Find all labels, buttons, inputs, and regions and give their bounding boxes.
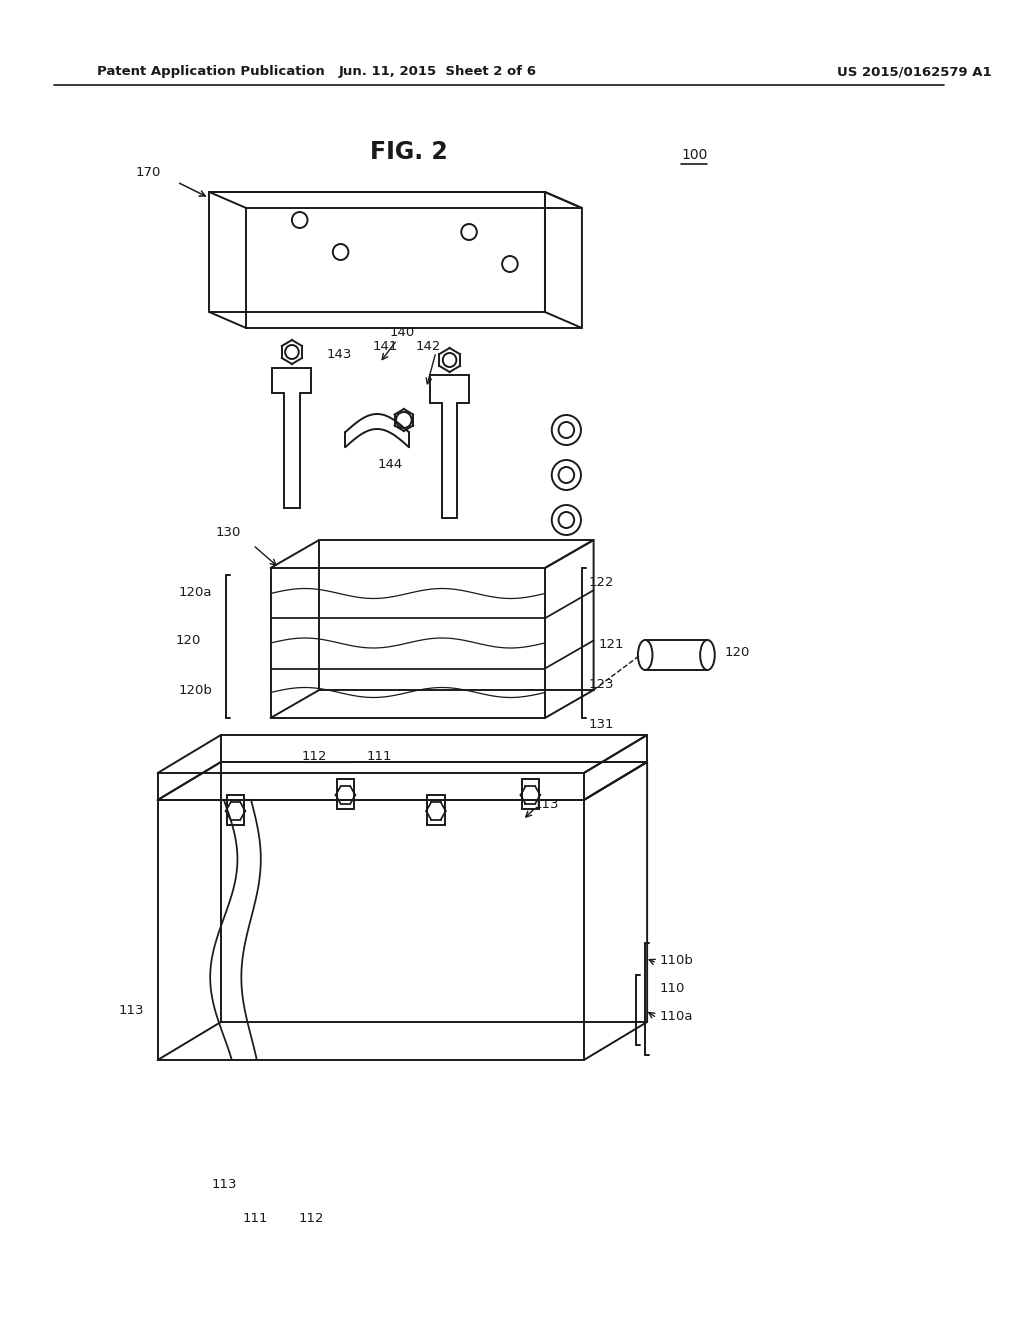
Text: 130: 130 — [216, 527, 242, 540]
Text: 121: 121 — [598, 639, 624, 652]
Text: 131: 131 — [589, 718, 614, 731]
Text: 110: 110 — [659, 982, 685, 994]
Text: 120: 120 — [725, 647, 751, 660]
Text: US 2015/0162579 A1: US 2015/0162579 A1 — [837, 66, 991, 78]
Text: Jun. 11, 2015  Sheet 2 of 6: Jun. 11, 2015 Sheet 2 of 6 — [339, 66, 537, 78]
Text: 144: 144 — [378, 458, 402, 471]
Bar — [427, 795, 444, 825]
Text: 113: 113 — [212, 1179, 238, 1192]
Text: 170: 170 — [135, 166, 161, 180]
Text: 100: 100 — [681, 148, 708, 162]
Text: 110a: 110a — [659, 1010, 693, 1023]
Text: 111: 111 — [243, 1212, 267, 1225]
Text: 112: 112 — [301, 751, 327, 763]
Bar — [337, 779, 354, 809]
Text: 122: 122 — [589, 576, 614, 589]
Text: 140: 140 — [389, 326, 415, 339]
Text: 143: 143 — [327, 348, 352, 362]
Text: 142: 142 — [416, 341, 441, 354]
Text: 123: 123 — [589, 678, 614, 692]
Text: 120a: 120a — [178, 586, 212, 598]
Text: Patent Application Publication: Patent Application Publication — [97, 66, 325, 78]
Text: 113: 113 — [119, 1003, 144, 1016]
Text: 113: 113 — [534, 799, 559, 812]
Text: 120b: 120b — [178, 684, 212, 697]
Bar — [521, 779, 539, 809]
Bar — [226, 795, 245, 825]
Text: 110b: 110b — [659, 953, 693, 966]
Text: 112: 112 — [299, 1212, 325, 1225]
Text: FIG. 2: FIG. 2 — [370, 140, 447, 164]
Text: 120: 120 — [176, 634, 202, 647]
Text: 141: 141 — [373, 341, 398, 354]
Text: 111: 111 — [367, 751, 392, 763]
